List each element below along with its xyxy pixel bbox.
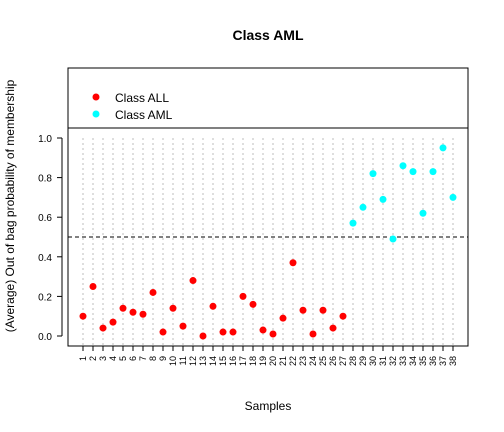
point-class-all: [239, 292, 247, 300]
point-class-all: [319, 306, 327, 314]
x-tick-label: 11: [178, 356, 188, 365]
x-tick-label: 20: [268, 356, 278, 366]
y-tick-label: 0.8: [38, 174, 52, 185]
x-tick-label: 1: [78, 356, 88, 361]
point-class-all: [119, 304, 127, 312]
x-tick-label: 7: [138, 356, 148, 361]
point-class-aml: [449, 193, 457, 201]
x-tick-label: 25: [318, 356, 328, 366]
point-class-all: [279, 314, 287, 322]
point-class-aml: [439, 144, 447, 152]
point-class-all: [309, 330, 317, 338]
point-class-aml: [419, 209, 427, 217]
point-class-all: [139, 310, 147, 318]
point-class-all: [99, 324, 107, 332]
x-tick-label: 34: [408, 356, 418, 366]
point-class-all: [159, 328, 167, 336]
point-class-aml: [429, 168, 437, 176]
point-class-all: [109, 318, 117, 326]
point-class-all: [229, 328, 237, 336]
point-class-all: [129, 308, 137, 316]
y-tick-label: 0.2: [38, 292, 52, 303]
point-class-all: [329, 324, 337, 332]
point-class-aml: [369, 170, 377, 178]
point-class-all: [189, 277, 197, 285]
x-tick-label: 14: [208, 356, 218, 366]
point-class-all: [169, 304, 177, 312]
point-class-all: [289, 259, 297, 267]
grid-lines: [82, 138, 454, 346]
y-axis-label: (Average) Out of bag probability of memb…: [3, 79, 17, 332]
point-class-all: [269, 330, 277, 338]
x-tick-label: 28: [348, 356, 358, 366]
y-tick-label: 0.4: [38, 253, 52, 264]
x-tick-label: 4: [108, 356, 118, 361]
x-axis-label: Samples: [245, 399, 292, 413]
point-class-aml: [379, 195, 387, 203]
x-tick-label: 19: [258, 356, 268, 366]
y-axis: 0.0 0.2 0.4 0.6 0.8 1.0: [38, 134, 63, 343]
point-class-aml: [399, 162, 407, 170]
x-tick-label: 31: [378, 356, 388, 366]
point-class-all: [219, 328, 227, 336]
x-tick-label: 23: [298, 356, 308, 366]
x-tick-label: 36: [428, 356, 438, 366]
legend-label-all: Class ALL: [115, 91, 169, 105]
point-class-all: [179, 322, 187, 330]
y-tick-label: 1.0: [38, 134, 52, 145]
x-tick-label: 38: [448, 356, 458, 366]
x-tick-label: 30: [368, 356, 378, 366]
x-tick-label: 5: [118, 356, 128, 361]
x-tick-label: 8: [148, 356, 158, 361]
legend-label-aml: Class AML: [115, 108, 173, 122]
x-tick-label: 29: [358, 356, 368, 366]
y-tick-label: 0.0: [38, 332, 52, 343]
point-class-all: [259, 326, 267, 334]
point-class-aml: [389, 235, 397, 243]
point-class-aml: [359, 203, 367, 211]
point-class-all: [89, 283, 97, 290]
x-tick-label: 12: [188, 356, 198, 366]
x-tick-label: 9: [158, 356, 168, 361]
legend-marker-all: [92, 93, 100, 101]
x-tick-label: 6: [128, 356, 138, 361]
x-axis: 1 2 3 4 5 6 7 8 9 10 11 12 13 14 15 16 17 18 19 20 21 22 23 24 2…: [78, 345, 458, 366]
y-tick-label: 0.6: [38, 213, 52, 224]
data-points: [79, 144, 457, 340]
point-class-all: [149, 288, 157, 296]
x-tick-label: 33: [398, 356, 408, 366]
x-tick-label: 16: [228, 356, 238, 366]
legend-marker-aml: [92, 110, 100, 118]
x-tick-label: 2: [88, 356, 98, 361]
x-tick-label: 3: [98, 356, 108, 361]
point-class-aml: [349, 219, 357, 227]
point-class-aml: [409, 168, 417, 176]
point-class-all: [199, 332, 207, 340]
point-class-all: [79, 312, 87, 320]
x-tick-label: 13: [198, 356, 208, 366]
x-tick-label: 18: [248, 356, 258, 366]
x-tick-label: 17: [238, 356, 248, 366]
point-class-all: [209, 302, 217, 310]
x-tick-label: 26: [328, 356, 338, 366]
x-tick-label: 37: [438, 356, 448, 366]
point-class-all: [299, 306, 307, 314]
x-tick-label: 27: [338, 356, 348, 366]
x-tick-label: 24: [308, 356, 318, 366]
x-tick-label: 10: [168, 356, 178, 366]
chart-title: Class AML: [232, 27, 304, 43]
x-tick-label: 21: [278, 356, 288, 366]
point-class-all: [339, 312, 347, 320]
x-tick-label: 35: [418, 356, 428, 366]
x-tick-label: 32: [388, 356, 398, 366]
x-tick-label: 15: [218, 356, 228, 366]
point-class-all: [249, 300, 257, 308]
x-tick-label: 22: [288, 356, 298, 366]
